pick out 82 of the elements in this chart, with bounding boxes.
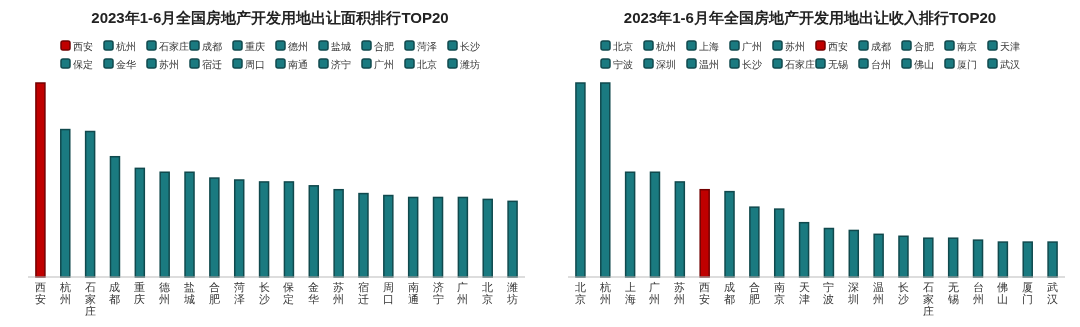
legend-label: 石家庄: [785, 59, 815, 70]
legend-label: 温州: [699, 59, 719, 70]
x-tick-label: 厦门: [1022, 281, 1034, 305]
x-tick-label: 杭州: [598, 281, 611, 305]
legend-label: 北京: [417, 59, 437, 70]
legend-label: 台州: [871, 59, 891, 70]
x-tick-label: 周口: [382, 281, 394, 305]
legend-label: 武汉: [1000, 59, 1020, 70]
legend-label: 佛山: [914, 59, 934, 70]
x-tick-label: 广州: [649, 281, 661, 305]
x-tick-label: 苏州: [333, 281, 345, 305]
legend-label: 深圳: [656, 59, 676, 70]
x-tick-label: 金华: [308, 281, 320, 305]
legend-label: 苏州: [785, 41, 805, 52]
legend-label: 西安: [828, 41, 848, 52]
legend-label: 济宁: [331, 59, 351, 70]
legend-label: 长沙: [742, 59, 762, 70]
x-tick-label: 济宁: [432, 281, 444, 305]
x-tick-label: 上海: [624, 281, 636, 305]
x-tick-label: 深圳: [847, 281, 860, 305]
x-tick-label: 佛山: [997, 281, 1009, 305]
legend-label: 广州: [742, 41, 762, 52]
x-tick-label: 无锡: [946, 281, 959, 305]
legend-label: 成都: [871, 41, 891, 52]
legend-label: 合肥: [914, 41, 934, 52]
legend-label: 合肥: [374, 41, 394, 52]
x-tick-label: 潍坊: [506, 281, 519, 305]
legend-label: 南京: [957, 41, 977, 52]
legend-label: 潍坊: [460, 59, 480, 70]
x-tick-label: 合肥: [208, 281, 220, 305]
legend-label: 广州: [374, 59, 394, 70]
x-tick-label: 石家庄: [84, 281, 96, 317]
legend-label: 成都: [202, 41, 222, 52]
legend-label: 盐城: [331, 41, 351, 52]
x-tick-label: 长沙: [258, 281, 270, 305]
x-tick-label: 杭州: [58, 281, 71, 305]
chart-title: 2023年1-6月年全国房地产开发用地出让收入排行TOP20: [623, 9, 997, 26]
x-tick-label: 合肥: [748, 281, 760, 305]
legend-label: 重庆: [245, 41, 265, 52]
x-tick-label: 南通: [407, 281, 419, 305]
x-tick-label: 保定: [283, 281, 295, 305]
x-tick-label: 台州: [972, 281, 984, 305]
x-tick-label: 宁波: [823, 281, 835, 305]
legend-label: 石家庄: [159, 41, 189, 52]
legend-label: 金华: [116, 59, 136, 70]
legend-label: 上海: [699, 41, 719, 52]
x-tick-label: 广州: [457, 281, 469, 305]
x-tick-label: 成都: [724, 281, 736, 305]
legend-label: 无锡: [828, 59, 848, 70]
legend-label: 宿迁: [202, 59, 222, 70]
x-tick-label: 宿迁: [357, 281, 369, 305]
legend-label: 杭州: [655, 41, 676, 52]
legend-label: 宁波: [613, 59, 633, 70]
x-tick-label: 石家庄: [922, 281, 934, 317]
x-tick-label: 北京: [574, 281, 586, 305]
x-tick-label: 重庆: [134, 281, 146, 305]
legend-label: 菏泽: [417, 41, 437, 52]
legend-label: 德州: [288, 41, 308, 52]
x-tick-label: 西安: [34, 281, 46, 305]
x-tick-label: 德州: [159, 281, 171, 305]
legend-label: 保定: [73, 59, 93, 70]
x-tick-label: 天津: [798, 281, 810, 305]
legend-label: 西安: [73, 41, 93, 52]
x-tick-label: 南京: [773, 281, 785, 305]
x-tick-label: 西安: [699, 281, 711, 305]
legend-label: 杭州: [115, 41, 136, 52]
x-tick-label: 盐城: [183, 281, 196, 305]
x-tick-label: 苏州: [674, 281, 686, 305]
x-tick-label: 长沙: [897, 281, 909, 305]
x-tick-label: 武汉: [1047, 281, 1059, 305]
x-tick-label: 温州: [873, 281, 885, 305]
x-tick-label: 成都: [109, 281, 121, 305]
chart-title: 2023年1-6月全国房地产开发用地出让面积排行TOP20: [91, 9, 449, 26]
legend-label: 周口: [245, 59, 265, 70]
legend-label: 厦门: [957, 59, 977, 70]
legend-label: 长沙: [460, 41, 480, 52]
x-tick-label: 北京: [482, 281, 494, 305]
legend-label: 南通: [288, 59, 308, 70]
legend-label: 天津: [1000, 41, 1020, 52]
legend-label: 苏州: [159, 59, 179, 70]
x-tick-label: 菏泽: [233, 281, 245, 305]
legend-label: 北京: [613, 41, 633, 52]
